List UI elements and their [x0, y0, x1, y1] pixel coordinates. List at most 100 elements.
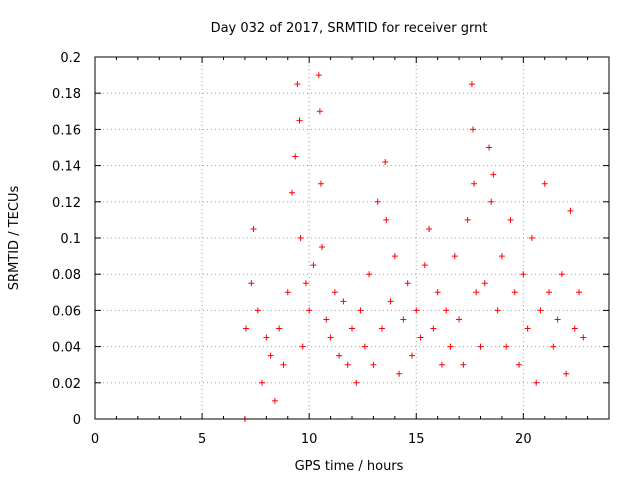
- chart-title: Day 032 of 2017, SRMTID for receiver grn…: [211, 21, 488, 36]
- data-point: [396, 370, 403, 377]
- data-point: [370, 361, 377, 368]
- data-point: [537, 307, 544, 314]
- data-point: [280, 361, 287, 368]
- data-point: [563, 370, 570, 377]
- data-point: [299, 343, 306, 350]
- y-tick-label: 0.06: [52, 304, 81, 319]
- x-axis-label: GPS time / hours: [295, 459, 404, 474]
- data-point: [353, 379, 360, 386]
- data-point: [263, 334, 270, 341]
- data-point: [250, 225, 257, 232]
- y-tick-label: 0.08: [52, 268, 81, 283]
- data-point: [498, 253, 505, 260]
- data-point: [316, 108, 323, 115]
- data-point: [336, 352, 343, 359]
- data-point: [464, 216, 471, 223]
- data-point: [456, 316, 463, 323]
- data-point: [426, 225, 433, 232]
- plot-frame: [94, 56, 610, 420]
- data-point: [294, 81, 301, 88]
- x-tick-label: 5: [198, 432, 206, 447]
- data-point: [306, 307, 313, 314]
- data-point: [361, 343, 368, 350]
- data-point: [248, 280, 255, 287]
- data-point: [451, 253, 458, 260]
- y-tick-label: 0.18: [52, 87, 81, 102]
- data-point: [331, 289, 338, 296]
- data-point: [413, 307, 420, 314]
- grid-lines: [95, 57, 609, 419]
- data-point: [507, 216, 514, 223]
- data-point: [471, 180, 478, 187]
- data-point: [533, 379, 540, 386]
- x-tick-label: 0: [91, 432, 99, 447]
- data-point: [391, 253, 398, 260]
- data-point: [284, 289, 291, 296]
- data-point: [267, 352, 274, 359]
- data-point: [289, 189, 296, 196]
- data-point: [276, 325, 283, 332]
- data-point: [297, 235, 304, 241]
- data-point: [387, 298, 394, 305]
- data-point: [430, 325, 437, 332]
- data-point: [315, 72, 322, 79]
- y-tick-label: 0.2: [60, 51, 81, 66]
- data-point: [421, 262, 428, 269]
- data-point: [443, 307, 450, 314]
- data-point: [374, 198, 381, 205]
- data-point: [546, 289, 553, 296]
- data-point: [528, 235, 535, 241]
- y-tick-label: 0.12: [52, 196, 81, 211]
- data-point: [524, 325, 531, 332]
- data-point: [383, 216, 390, 223]
- data-point: [473, 289, 480, 296]
- data-point: [503, 343, 510, 350]
- data-point: [468, 81, 475, 88]
- data-point: [554, 316, 561, 323]
- data-point: [434, 289, 441, 296]
- data-point: [340, 298, 347, 305]
- x-tick-label: 10: [301, 432, 318, 447]
- data-point: [319, 244, 326, 251]
- data-point: [516, 361, 523, 368]
- data-point: [541, 180, 548, 187]
- data-point: [470, 126, 477, 133]
- data-point: [488, 198, 495, 205]
- data-point: [520, 271, 527, 278]
- y-tick-label: 0: [73, 413, 81, 428]
- data-point: [317, 180, 324, 187]
- data-point: [511, 289, 518, 296]
- data-point: [558, 271, 565, 278]
- data-point: [400, 316, 407, 323]
- data-point: [254, 307, 261, 314]
- data-point: [447, 343, 454, 350]
- data-point: [344, 361, 351, 368]
- data-point: [323, 316, 330, 323]
- data-point: [382, 158, 389, 165]
- data-point: [242, 325, 249, 332]
- data-point: [417, 334, 424, 341]
- y-tick-label: 0.1: [60, 232, 81, 247]
- data-point: [327, 334, 334, 341]
- data-point: [490, 171, 497, 178]
- y-tick-label: 0.04: [52, 341, 81, 356]
- data-point: [567, 207, 574, 214]
- y-axis-label: SRMTID / TECUs: [7, 186, 22, 291]
- data-point: [486, 144, 493, 151]
- data-point: [357, 307, 364, 314]
- data-point: [296, 117, 303, 124]
- data-point: [292, 153, 299, 160]
- x-tick-label: 20: [515, 432, 532, 447]
- y-tick-label: 0.14: [52, 160, 81, 175]
- data-point: [408, 352, 415, 359]
- data-point: [494, 307, 501, 314]
- x-tick-label: 15: [408, 432, 425, 447]
- data-point: [310, 262, 317, 269]
- data-point: [378, 325, 385, 332]
- data-point: [271, 397, 278, 404]
- data-point: [481, 280, 488, 287]
- data-point: [576, 289, 583, 296]
- data-point: [550, 343, 557, 350]
